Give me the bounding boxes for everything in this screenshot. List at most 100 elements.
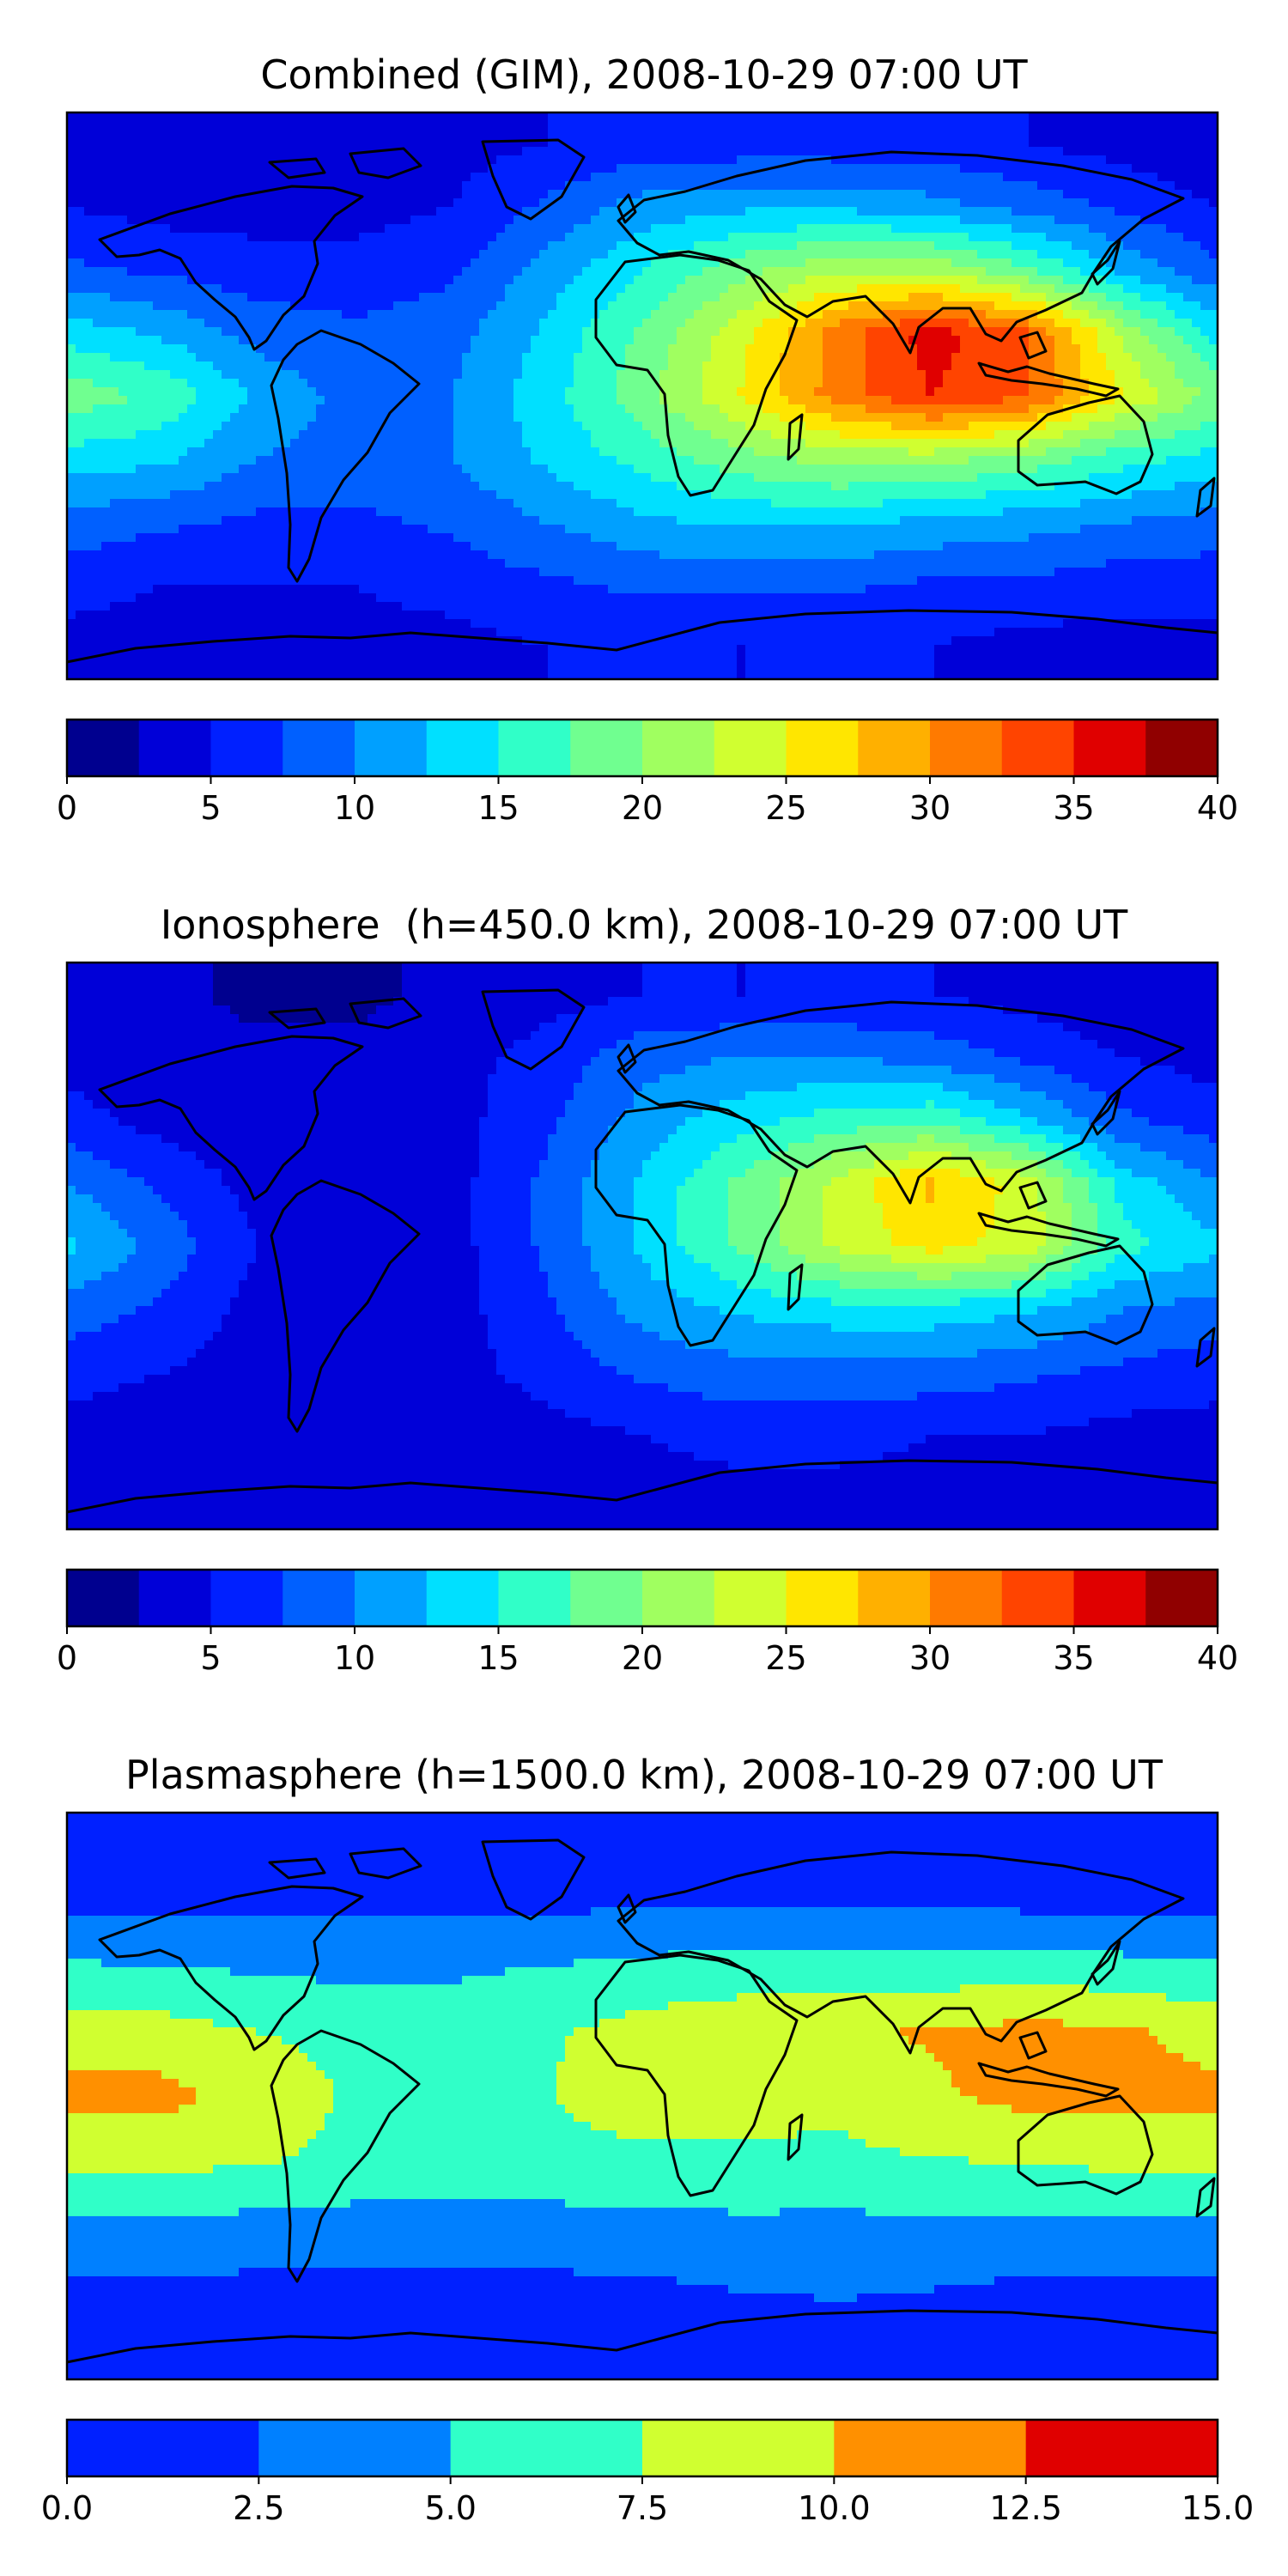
contour-cell bbox=[977, 473, 1090, 483]
contour-cell bbox=[67, 1194, 94, 1204]
contour-cell bbox=[479, 1134, 549, 1144]
contour-cell bbox=[943, 2062, 1201, 2071]
contour-cell bbox=[1037, 181, 1176, 191]
contour-cell bbox=[574, 361, 626, 371]
contour-cell bbox=[951, 1151, 1012, 1161]
contour-cell bbox=[582, 1237, 635, 1247]
colorbar-segment bbox=[1001, 720, 1074, 776]
contour-cell bbox=[617, 1040, 969, 1049]
contour-cell bbox=[651, 258, 720, 268]
contour-cell bbox=[994, 1177, 1038, 1187]
contour-cell bbox=[67, 1375, 145, 1384]
colorbar-segment bbox=[786, 720, 859, 776]
contour-cell bbox=[179, 1272, 248, 1281]
contour-cell bbox=[582, 1005, 1004, 1015]
contour-cell bbox=[754, 1126, 858, 1135]
contour-cell bbox=[196, 396, 248, 405]
contour-cell bbox=[548, 310, 600, 319]
contour-cell bbox=[67, 490, 171, 500]
contour-cell bbox=[582, 1177, 635, 1187]
contour-cell bbox=[934, 1134, 995, 1144]
contour-cell bbox=[1063, 387, 1090, 397]
contour-cell bbox=[891, 396, 1004, 405]
contour-cell bbox=[866, 585, 1218, 594]
contour-cell bbox=[711, 336, 755, 345]
contour-cell bbox=[325, 2070, 557, 2080]
contour-cell bbox=[685, 319, 729, 328]
contour-cell bbox=[685, 1177, 729, 1187]
contour-cell bbox=[67, 482, 205, 491]
contour-cell bbox=[694, 1452, 884, 1461]
contour-cell bbox=[76, 1237, 137, 1247]
contour-cell bbox=[634, 1031, 935, 1041]
contour-cell bbox=[67, 1100, 94, 1109]
contour-cell bbox=[67, 1461, 729, 1470]
contour-cell bbox=[67, 1890, 1218, 1899]
contour-cell bbox=[720, 327, 755, 337]
contour-cell bbox=[908, 336, 961, 345]
contour-cell bbox=[582, 1066, 686, 1075]
contour-cell bbox=[599, 1272, 652, 1281]
contour-cell bbox=[170, 2010, 626, 2020]
contour-cell bbox=[67, 2105, 179, 2114]
contour-cell bbox=[1115, 379, 1150, 388]
contour-cell bbox=[711, 1151, 772, 1161]
contour-cell bbox=[479, 1255, 540, 1264]
contour-cell bbox=[84, 1280, 171, 1290]
contour-cell bbox=[67, 1486, 1218, 1496]
contour-cell bbox=[1063, 190, 1193, 199]
contour-cell bbox=[505, 224, 574, 234]
contour-cell bbox=[187, 1358, 497, 1367]
contour-cell bbox=[531, 1031, 635, 1041]
contour-cell bbox=[1089, 1272, 1150, 1281]
contour-cell bbox=[67, 293, 111, 302]
contour-cell bbox=[883, 1212, 995, 1221]
contour-cell bbox=[67, 997, 214, 1006]
contour-cell bbox=[462, 361, 523, 371]
contour-cell bbox=[93, 379, 188, 388]
contour-cell bbox=[453, 404, 514, 414]
contour-cell bbox=[685, 1340, 1038, 1350]
contour-cell bbox=[642, 1169, 695, 1178]
contour-cell bbox=[67, 1212, 111, 1221]
contour-cell bbox=[994, 1074, 1072, 1084]
contour-cell bbox=[513, 413, 574, 422]
contour-cell bbox=[67, 2311, 1218, 2320]
contour-cell bbox=[994, 1100, 1064, 1109]
contour-cell bbox=[325, 396, 454, 405]
contour-cell bbox=[1209, 1400, 1218, 1410]
contour-cell bbox=[402, 988, 643, 998]
contour-cell bbox=[625, 404, 669, 414]
contour-cell bbox=[780, 1237, 823, 1247]
contour-cell bbox=[67, 1976, 317, 1985]
contour-cell bbox=[110, 499, 514, 508]
contour-cell bbox=[969, 422, 1047, 431]
contour-cell bbox=[1089, 310, 1115, 319]
contour-cell bbox=[599, 2019, 1004, 2028]
contour-cell bbox=[908, 1443, 1218, 1453]
contour-cell bbox=[67, 1186, 76, 1195]
contour-cell bbox=[376, 507, 523, 517]
contour-cell bbox=[1080, 344, 1098, 354]
contour-cell bbox=[891, 1229, 987, 1238]
contour-cell bbox=[67, 465, 137, 474]
contour-cell bbox=[1123, 1358, 1218, 1367]
contour-cell bbox=[471, 473, 557, 483]
contour-cell bbox=[187, 310, 343, 319]
contour-cell bbox=[831, 482, 849, 491]
contour-cell bbox=[179, 413, 231, 422]
contour-cell bbox=[213, 997, 394, 1006]
contour-cell bbox=[659, 370, 703, 380]
contour-cell bbox=[67, 1959, 102, 1968]
contour-cell bbox=[1132, 1409, 1218, 1419]
contour-cell bbox=[943, 542, 1218, 551]
contour-cell bbox=[926, 1246, 944, 1255]
contour-cell bbox=[745, 396, 789, 405]
contour-cell bbox=[368, 1014, 557, 1024]
contour-cell bbox=[1106, 1237, 1150, 1247]
contour-cell bbox=[659, 1332, 1064, 1341]
contour-cell bbox=[67, 2259, 1218, 2269]
contour-cell bbox=[187, 379, 240, 388]
contour-cell bbox=[488, 1323, 566, 1333]
contour-cell bbox=[1175, 310, 1218, 319]
